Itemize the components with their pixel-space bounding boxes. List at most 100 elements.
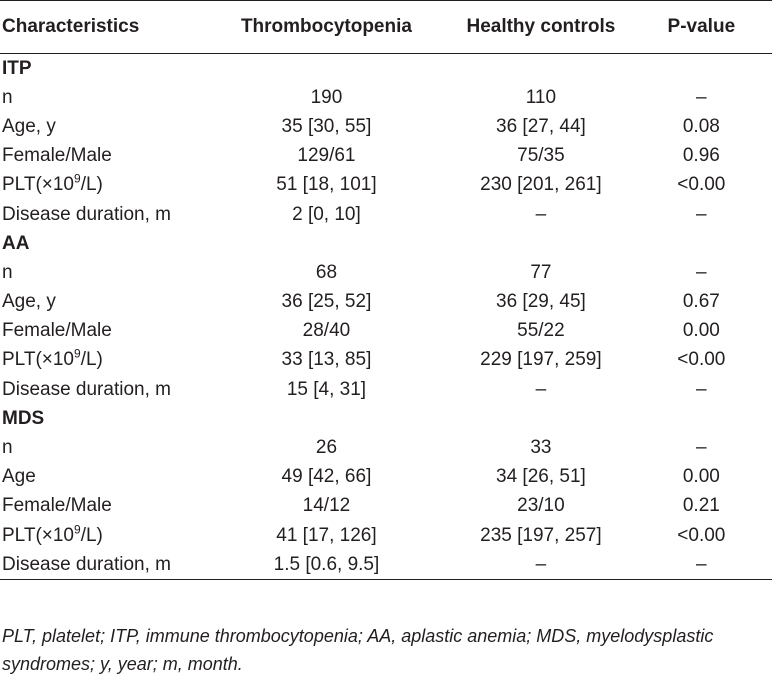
table-row: n 68 77 – [0, 258, 772, 287]
plt-unit-open: (×10 [35, 174, 74, 196]
plt-unit-open: (×10 [35, 349, 74, 371]
row-label: Age [2, 466, 36, 488]
thrombocytopenia-cell: 26 [315, 437, 338, 459]
row-label: n [2, 261, 13, 283]
table-row: Female/Male 129/61 75/35 0.96 [0, 142, 772, 171]
table-row: n 190 110 – [0, 83, 772, 112]
characteristics-table: Characteristics Thrombocytopenia Healthy… [0, 0, 772, 580]
header-row: Characteristics Thrombocytopenia Healthy… [0, 0, 772, 54]
thrombocytopenia-cell: 35 [30, 55] [281, 115, 372, 137]
p-value-cell: – [696, 437, 707, 459]
table-row: Female/Male 28/40 55/22 0.00 [0, 317, 772, 346]
group-row-itp: ITP [0, 54, 772, 84]
thrombocytopenia-cell: 33 [13, 85] [281, 349, 372, 371]
row-label: Disease duration, m [2, 203, 171, 225]
plt-label: PLT [2, 524, 36, 546]
p-value-cell: – [696, 378, 707, 400]
p-value-cell: <0.00 [677, 349, 726, 371]
table-row: Female/Male 14/12 23/10 0.21 [0, 492, 772, 521]
header-healthy-controls: Healthy controls [466, 16, 616, 37]
thrombocytopenia-cell: 190 [310, 86, 343, 108]
row-label: Female/Male [2, 145, 112, 167]
thrombocytopenia-cell: 51 [18, 101] [276, 174, 377, 196]
thrombocytopenia-cell: 15 [4, 31] [286, 378, 367, 400]
table-row: Age 49 [42, 66] 34 [26, 51] 0.00 [0, 463, 772, 492]
table-row: Age, y 36 [25, 52] 36 [29, 45] 0.67 [0, 288, 772, 317]
header-characteristics: Characteristics [2, 16, 140, 37]
row-label: Age, y [2, 115, 56, 137]
p-value-cell: 0.00 [682, 466, 720, 488]
p-value-cell: 0.21 [682, 495, 720, 517]
healthy-controls-cell: 23/10 [517, 495, 565, 517]
row-label: n [2, 86, 13, 108]
table-footnote: PLT, platelet; ITP, immune thrombocytope… [2, 626, 714, 674]
p-value-cell: 0.00 [682, 320, 720, 342]
row-label: PLT(×109/L) [0, 521, 202, 550]
healthy-controls-cell: 34 [26, 51] [496, 466, 586, 488]
healthy-controls-cell: 77 [530, 261, 552, 283]
thrombocytopenia-cell: 1.5 [0.6, 9.5] [273, 553, 380, 575]
table-row: Age, y 35 [30, 55] 36 [27, 44] 0.08 [0, 112, 772, 141]
healthy-controls-cell: 55/22 [517, 320, 565, 342]
p-value-cell: – [696, 203, 707, 225]
thrombocytopenia-cell: 49 [42, 66] [281, 466, 372, 488]
table-row: PLT(×109/L) 41 [17, 126] 235 [197, 257] <0.… [0, 521, 772, 550]
header-thrombocytopenia: Thrombocytopenia [240, 16, 412, 37]
group-heading: MDS [2, 407, 45, 429]
healthy-controls-cell: 36 [27, 44] [496, 115, 586, 137]
group-heading: AA [2, 232, 30, 254]
healthy-controls-cell: – [535, 378, 547, 400]
healthy-controls-cell: 33 [530, 437, 552, 459]
p-value-cell: – [696, 261, 707, 283]
healthy-controls-cell: – [535, 203, 547, 225]
row-label: Female/Male [2, 495, 112, 517]
table-row: Disease duration, m 15 [4, 31] – – [0, 375, 772, 404]
row-label: Female/Male [2, 320, 112, 342]
healthy-controls-cell: 75/35 [517, 145, 565, 167]
thrombocytopenia-cell: 28/40 [302, 320, 351, 342]
p-value-cell: 0.67 [682, 291, 720, 313]
healthy-controls-cell: 110 [525, 86, 557, 108]
row-label: Disease duration, m [2, 378, 171, 400]
plt-unit-close: /L) [80, 349, 103, 371]
group-row-aa: AA [0, 229, 772, 258]
table-row: Disease duration, m 2 [0, 10] – – [0, 200, 772, 229]
row-label: PLT(×109/L) [0, 171, 202, 200]
plt-unit-exponent: 9 [74, 522, 81, 537]
plt-unit-open: (×10 [35, 524, 74, 546]
healthy-controls-cell: 235 [197, 257] [480, 524, 602, 546]
row-label: Disease duration, m [2, 553, 171, 575]
table-row: Disease duration, m 1.5 [0.6, 9.5] – – [0, 550, 772, 580]
plt-unit-close: /L) [80, 524, 103, 546]
plt-unit-exponent: 9 [74, 172, 81, 187]
p-value-cell: – [696, 553, 707, 575]
row-label: n [2, 437, 13, 459]
group-row-mds: MDS [0, 404, 772, 433]
table-row: PLT(×109/L) 33 [13, 85] 229 [197, 259] <0.0… [0, 346, 772, 375]
p-value-cell: – [696, 86, 707, 108]
table-row: n 26 33 – [0, 433, 772, 462]
thrombocytopenia-cell: 68 [315, 261, 338, 283]
thrombocytopenia-cell: 14/12 [302, 495, 351, 517]
thrombocytopenia-cell: 36 [25, 52] [281, 291, 372, 313]
group-heading: ITP [2, 57, 32, 79]
table-body: ITP n 190 110 – Age, y 35 [30, 55] 36 [27, 44] 0… [0, 54, 772, 580]
row-label: PLT(×109/L) [0, 346, 202, 375]
healthy-controls-cell: 36 [29, 45] [496, 291, 586, 313]
healthy-controls-cell: 229 [197, 259] [480, 349, 602, 371]
row-label: Age, y [2, 291, 56, 313]
p-value-cell: <0.00 [677, 524, 726, 546]
healthy-controls-cell: – [535, 553, 547, 575]
plt-unit-close: /L) [80, 174, 103, 196]
thrombocytopenia-cell: 129/61 [297, 145, 356, 167]
plt-label: PLT [2, 174, 36, 196]
healthy-controls-cell: 230 [201, 261] [480, 174, 602, 196]
table-row: PLT(×109/L) 51 [18, 101] 230 [201, 261] <0.… [0, 171, 772, 200]
p-value-cell: 0.96 [682, 145, 720, 167]
header-p-value: P-value [667, 16, 736, 37]
p-value-cell: <0.00 [677, 174, 726, 196]
plt-unit-exponent: 9 [74, 347, 81, 362]
thrombocytopenia-cell: 41 [17, 126] [276, 524, 377, 546]
thrombocytopenia-cell: 2 [0, 10] [292, 203, 361, 225]
